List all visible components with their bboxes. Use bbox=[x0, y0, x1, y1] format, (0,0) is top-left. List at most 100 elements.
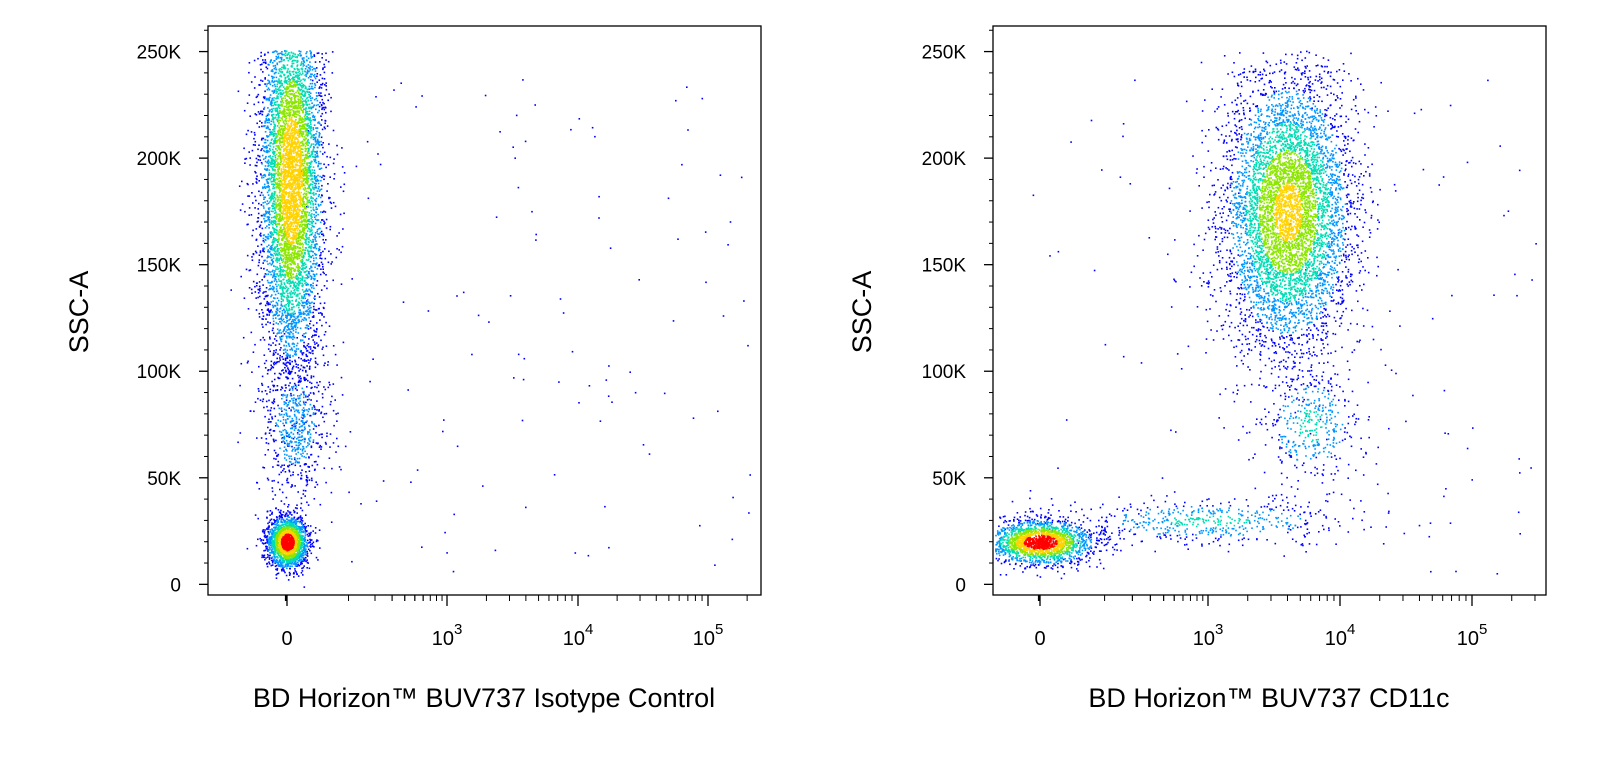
event-dot bbox=[293, 322, 295, 324]
event-dot bbox=[248, 287, 251, 289]
event-dot bbox=[272, 129, 274, 131]
event-dot bbox=[269, 231, 272, 234]
event-dot bbox=[311, 87, 314, 90]
event-dot bbox=[267, 87, 270, 89]
event-dot bbox=[288, 574, 291, 576]
event-dot bbox=[314, 408, 316, 411]
event-dot bbox=[270, 166, 273, 168]
event-dot bbox=[301, 469, 303, 471]
event-dot bbox=[270, 142, 272, 144]
event-dot bbox=[274, 534, 277, 537]
event-dot bbox=[258, 155, 261, 158]
event-dot bbox=[264, 558, 266, 561]
event-dot bbox=[273, 76, 275, 79]
event-dot bbox=[279, 104, 281, 107]
event-dot bbox=[310, 387, 312, 389]
event-dot bbox=[295, 563, 298, 566]
event-dot bbox=[305, 474, 308, 477]
event-dot bbox=[295, 562, 297, 565]
event-dot bbox=[309, 346, 312, 348]
event-dot bbox=[254, 140, 257, 143]
event-dot bbox=[291, 360, 293, 363]
event-dot bbox=[266, 98, 269, 101]
event-dot bbox=[312, 263, 314, 265]
event-dot bbox=[277, 481, 279, 484]
event-dot bbox=[302, 264, 304, 267]
event-dot bbox=[316, 138, 319, 141]
event-dot bbox=[318, 79, 321, 81]
event-dot bbox=[292, 366, 294, 369]
event-dot bbox=[308, 171, 310, 173]
event-dot bbox=[304, 290, 307, 293]
event-dot bbox=[299, 89, 301, 92]
event-dot bbox=[290, 526, 292, 528]
event-dot bbox=[287, 278, 290, 281]
event-dot bbox=[308, 168, 311, 171]
event-dot bbox=[312, 257, 315, 260]
event-dot bbox=[277, 72, 280, 75]
event-dot bbox=[285, 296, 288, 299]
event-dot bbox=[280, 96, 282, 98]
event-dot bbox=[286, 279, 288, 282]
event-dot bbox=[316, 140, 319, 142]
event-dot bbox=[299, 273, 301, 275]
event-dot bbox=[267, 530, 270, 533]
event-dot bbox=[306, 141, 309, 143]
event-dot bbox=[407, 389, 409, 391]
event-dot bbox=[300, 420, 303, 423]
event-dot bbox=[289, 279, 291, 281]
event-dot bbox=[290, 408, 292, 411]
event-dot bbox=[273, 240, 276, 242]
event-dot bbox=[277, 284, 280, 286]
event-dot bbox=[287, 465, 289, 467]
event-dot bbox=[291, 85, 293, 87]
event-dot bbox=[278, 528, 281, 531]
event-dot bbox=[272, 205, 275, 207]
event-dot bbox=[280, 79, 283, 82]
event-dot bbox=[281, 93, 284, 95]
event-dot bbox=[333, 173, 336, 175]
event-dot bbox=[258, 281, 261, 283]
event-dot bbox=[277, 112, 279, 115]
event-dot bbox=[284, 565, 287, 568]
event-dot bbox=[607, 395, 610, 397]
event-dot bbox=[303, 120, 305, 122]
event-dot bbox=[288, 328, 290, 331]
event-dot bbox=[314, 222, 317, 225]
event-dot bbox=[304, 310, 307, 313]
event-dot bbox=[292, 85, 295, 87]
event-dot bbox=[304, 463, 307, 465]
event-dot bbox=[280, 521, 282, 523]
event-dot bbox=[302, 63, 304, 65]
event-dot bbox=[276, 304, 279, 306]
event-dot bbox=[290, 275, 293, 277]
event-dot bbox=[282, 469, 284, 472]
event-dot bbox=[320, 136, 323, 139]
event-dot bbox=[277, 557, 279, 559]
event-dot bbox=[272, 70, 274, 73]
event-dot bbox=[257, 159, 260, 161]
event-dot bbox=[305, 259, 308, 261]
event-dot bbox=[283, 520, 286, 522]
event-dot bbox=[307, 253, 310, 255]
event-dot bbox=[265, 169, 268, 171]
event-dot bbox=[310, 446, 313, 449]
event-dot bbox=[294, 276, 296, 279]
event-dot bbox=[274, 527, 276, 530]
event-dot bbox=[296, 461, 299, 463]
event-dot bbox=[366, 140, 369, 143]
event-dot bbox=[310, 243, 313, 246]
event-dot bbox=[304, 78, 306, 81]
event-dot bbox=[266, 125, 269, 128]
event-dot bbox=[272, 210, 274, 213]
event-dot bbox=[324, 119, 326, 122]
event-dot bbox=[315, 263, 317, 265]
event-dot bbox=[286, 477, 289, 480]
event-dot bbox=[300, 558, 302, 560]
event-dot bbox=[265, 147, 267, 149]
event-dot bbox=[248, 151, 250, 153]
event-dot bbox=[272, 234, 274, 236]
event-dot bbox=[278, 555, 281, 557]
event-dot bbox=[273, 249, 275, 251]
event-dot bbox=[318, 434, 321, 436]
